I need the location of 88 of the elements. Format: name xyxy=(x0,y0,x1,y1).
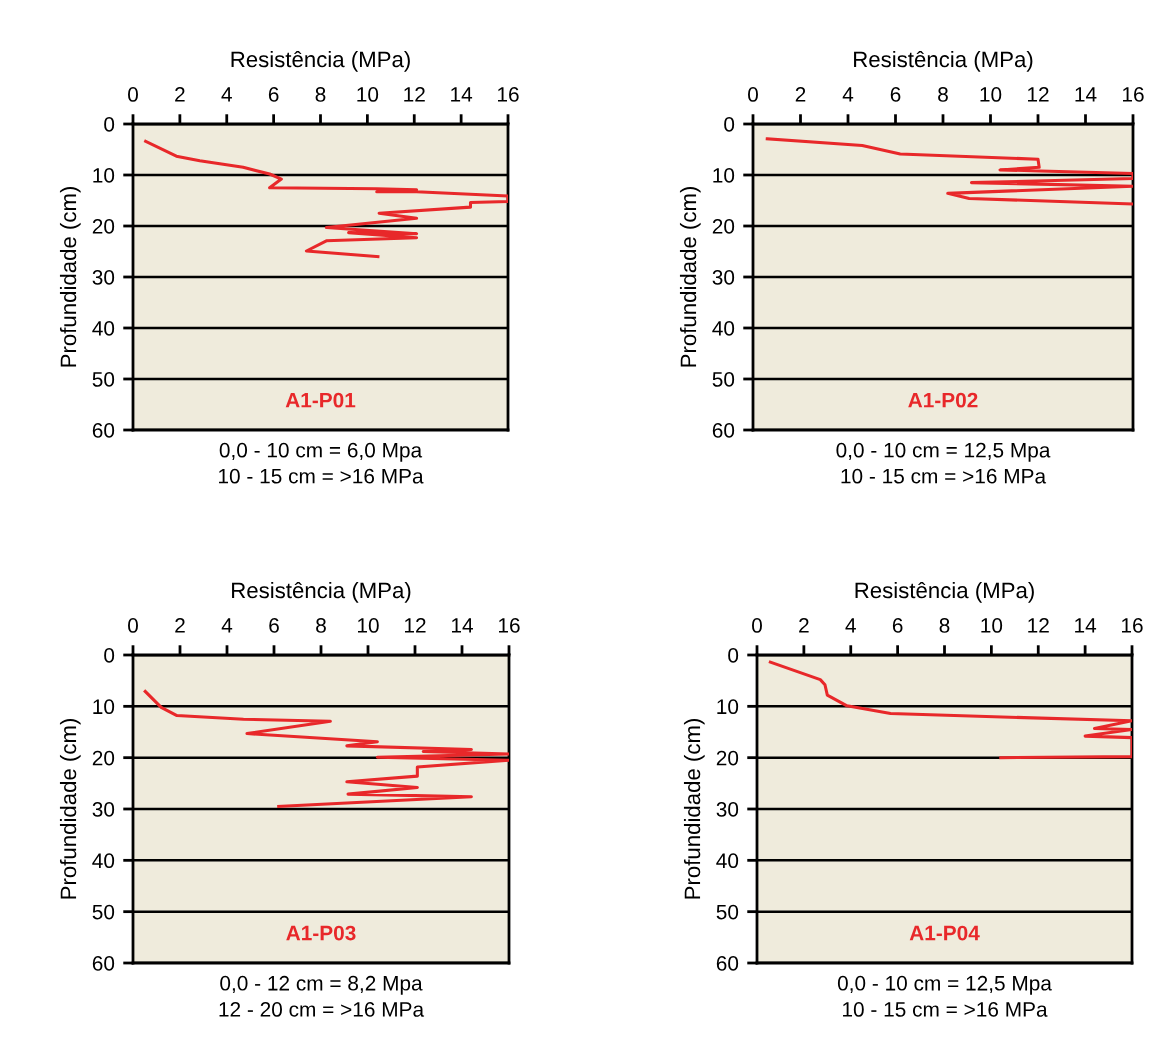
x-axis-title: Resistência (MPa) xyxy=(232,581,411,603)
x-tick-label: 0 xyxy=(748,87,758,102)
x-tick-label: 6 xyxy=(269,618,279,633)
y-axis-title: Profundidade (cm) xyxy=(59,718,81,899)
x-tick-label: 6 xyxy=(890,87,901,102)
x-tick-label: 14 xyxy=(452,618,473,633)
x-tick-label: 2 xyxy=(175,618,185,633)
text: 12 - 20 cm = >16 MPa xyxy=(219,1002,425,1017)
x-tick-label: 0 xyxy=(752,618,762,633)
x-tick-label: 10 xyxy=(357,87,379,102)
y-tick-label: 50 xyxy=(716,904,739,920)
x-tick-label: 2 xyxy=(175,87,185,102)
y-axis-title: Profundidade (cm) xyxy=(683,718,705,899)
x-tick-label: 16 xyxy=(1122,618,1143,633)
text: 10 - 15 cm = >16 MPa xyxy=(843,1002,1048,1017)
text: 0,0 - 12 cm = 8,2 Mpa xyxy=(220,975,423,995)
x-tick-label: 12 xyxy=(405,618,426,633)
y-tick-label: 50 xyxy=(92,372,115,387)
y-tick-label: 20 xyxy=(716,750,739,766)
y-tick-label: 20 xyxy=(92,750,115,766)
y-tick-label: 10 xyxy=(93,168,115,183)
y-tick-label: 60 xyxy=(92,423,115,438)
line-series xyxy=(143,689,509,808)
y-tick-label: 30 xyxy=(92,270,115,285)
x-tick-label: 0 xyxy=(128,87,138,102)
y-tick-label: 50 xyxy=(92,904,115,920)
y-tick-label: 0 xyxy=(728,648,739,663)
text: 0,0 - 10 cm = 12,5 Mpa xyxy=(837,975,1052,995)
x-tick-label: 4 xyxy=(221,618,233,633)
x-tick-label: 6 xyxy=(268,87,279,102)
x-tick-label: 14 xyxy=(1075,618,1097,633)
x-tick-label: 2 xyxy=(799,618,809,633)
text: A1-P04 xyxy=(909,925,980,941)
x-axis-title: Resistência (MPa) xyxy=(231,50,410,72)
x-tick-label: 8 xyxy=(939,618,950,633)
x-tick-label: 12 xyxy=(1028,618,1049,633)
text: 0,0 - 10 cm = 6,0 Mpa xyxy=(219,442,423,462)
y-axis-title: Profundidade (cm) xyxy=(59,186,81,367)
x-tick-label: 6 xyxy=(892,618,903,633)
x-tick-label: 2 xyxy=(795,87,806,102)
x-tick-label: 16 xyxy=(499,618,520,633)
y-tick-label: 60 xyxy=(716,956,739,971)
x-axis-title: Resistência (MPa) xyxy=(854,50,1033,72)
line-series xyxy=(765,137,1133,206)
y-tick-label: 0 xyxy=(724,117,735,132)
y-tick-label: 20 xyxy=(92,219,115,234)
y-tick-label: 50 xyxy=(712,372,735,387)
text: A1-P01 xyxy=(285,392,356,408)
y-tick-label: 40 xyxy=(712,321,735,336)
line-series xyxy=(768,660,1132,760)
x-tick-label: 16 xyxy=(498,87,519,102)
text: A1-P03 xyxy=(286,925,356,941)
x-tick-label: 14 xyxy=(1075,87,1097,102)
y-tick-label: 60 xyxy=(92,956,115,971)
x-tick-label: 14 xyxy=(451,87,473,102)
y-tick-label: 60 xyxy=(712,423,735,438)
y-tick-label: 10 xyxy=(93,699,115,715)
y-tick-label: 40 xyxy=(92,321,115,336)
x-tick-label: 16 xyxy=(1123,87,1144,102)
y-tick-label: 30 xyxy=(712,270,735,285)
y-tick-label: 10 xyxy=(717,699,739,715)
text: A1-P02 xyxy=(908,392,978,408)
x-tick-label: 4 xyxy=(845,618,856,633)
y-tick-label: 40 xyxy=(716,853,739,869)
x-tick-label: 10 xyxy=(981,618,1003,633)
y-tick-label: 0 xyxy=(104,648,115,663)
y-tick-label: 10 xyxy=(713,168,735,183)
y-axis-title: Profundidade (cm) xyxy=(679,186,701,367)
text: 10 - 15 cm = >16 MPa xyxy=(841,468,1047,484)
line-series xyxy=(144,139,508,259)
x-tick-label: 10 xyxy=(358,618,379,633)
x-tick-label: 4 xyxy=(221,87,232,102)
y-tick-label: 30 xyxy=(92,802,115,817)
x-axis-title: Resistência (MPa) xyxy=(855,581,1034,603)
x-tick-label: 8 xyxy=(938,87,948,102)
x-tick-label: 10 xyxy=(980,87,1002,102)
x-tick-label: 12 xyxy=(404,87,425,102)
y-tick-label: 20 xyxy=(712,219,735,234)
y-tick-label: 0 xyxy=(104,117,115,132)
x-tick-label: 12 xyxy=(1028,87,1049,102)
x-tick-label: 8 xyxy=(315,87,326,102)
y-tick-label: 30 xyxy=(716,802,739,817)
x-tick-label: 8 xyxy=(316,618,326,633)
text: 0,0 - 10 cm = 12,5 Mpa xyxy=(836,442,1051,462)
y-tick-label: 40 xyxy=(92,853,115,869)
text: 10 - 15 cm = >16 MPa xyxy=(219,468,424,484)
x-tick-label: 4 xyxy=(842,87,854,102)
x-tick-label: 0 xyxy=(128,618,138,633)
